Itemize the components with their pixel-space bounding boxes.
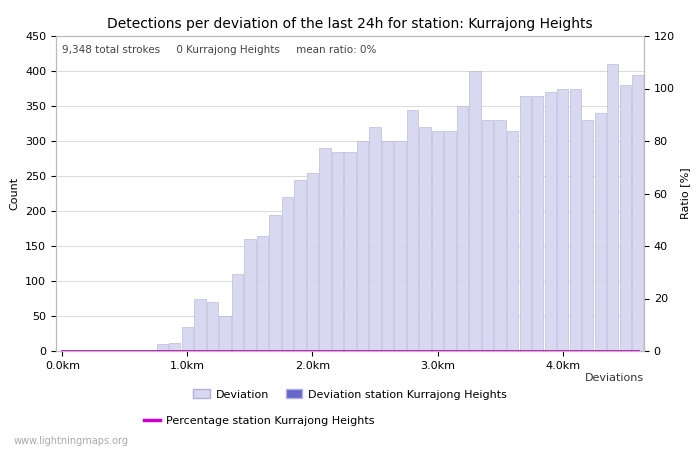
Percentage station Kurrajong Heights	[471, 348, 480, 354]
Percentage station Kurrajong Heights	[446, 348, 454, 354]
Percentage station Kurrajong Heights	[484, 348, 492, 354]
Percentage station Kurrajong Heights	[271, 348, 279, 354]
Bar	[494, 120, 506, 351]
Bar	[382, 141, 393, 351]
Percentage station Kurrajong Heights	[384, 348, 392, 354]
Percentage station Kurrajong Heights	[559, 348, 567, 354]
Bar	[444, 130, 456, 351]
Percentage station Kurrajong Heights	[296, 348, 304, 354]
Bar	[257, 235, 268, 351]
Percentage station Kurrajong Heights	[608, 348, 617, 354]
Legend: Deviation, Deviation station Kurrajong Heights: Deviation, Deviation station Kurrajong H…	[189, 385, 511, 404]
Bar	[332, 152, 343, 351]
Percentage station Kurrajong Heights	[533, 348, 542, 354]
Percentage station Kurrajong Heights	[108, 348, 116, 354]
Bar	[620, 85, 631, 351]
Percentage station Kurrajong Heights	[71, 348, 79, 354]
Percentage station Kurrajong Heights	[458, 348, 467, 354]
Bar	[607, 64, 618, 351]
Percentage station Kurrajong Heights	[371, 348, 379, 354]
Percentage station Kurrajong Heights	[621, 348, 629, 354]
Percentage station Kurrajong Heights	[596, 348, 604, 354]
Percentage station Kurrajong Heights	[171, 348, 179, 354]
Bar	[357, 141, 368, 351]
Bar	[582, 120, 594, 351]
Percentage station Kurrajong Heights	[233, 348, 242, 354]
Percentage station Kurrajong Heights	[508, 348, 517, 354]
Bar	[545, 92, 556, 351]
Bar	[182, 327, 193, 351]
Legend: Percentage station Kurrajong Heights: Percentage station Kurrajong Heights	[139, 412, 379, 431]
Percentage station Kurrajong Heights	[408, 348, 416, 354]
Percentage station Kurrajong Heights	[421, 348, 429, 354]
Bar	[532, 95, 543, 351]
Percentage station Kurrajong Heights	[395, 348, 404, 354]
Bar	[157, 344, 168, 351]
Percentage station Kurrajong Heights	[146, 348, 154, 354]
Bar	[344, 152, 356, 351]
Percentage station Kurrajong Heights	[120, 348, 129, 354]
Bar	[407, 109, 418, 351]
Percentage station Kurrajong Heights	[634, 348, 642, 354]
Percentage station Kurrajong Heights	[584, 348, 592, 354]
Percentage station Kurrajong Heights	[433, 348, 442, 354]
Bar	[570, 89, 581, 351]
Bar	[394, 141, 406, 351]
Percentage station Kurrajong Heights	[546, 348, 554, 354]
Text: Deviations: Deviations	[585, 373, 644, 383]
Bar	[507, 130, 518, 351]
Y-axis label: Count: Count	[10, 177, 20, 210]
Bar	[457, 106, 468, 351]
Bar	[282, 197, 293, 351]
Bar	[319, 148, 330, 351]
Percentage station Kurrajong Heights	[196, 348, 204, 354]
Percentage station Kurrajong Heights	[83, 348, 92, 354]
Title: Detections per deviation of the last 24h for station: Kurrajong Heights: Detections per deviation of the last 24h…	[107, 17, 593, 31]
Percentage station Kurrajong Heights	[133, 348, 141, 354]
Bar	[419, 127, 430, 351]
Percentage station Kurrajong Heights	[246, 348, 254, 354]
Bar	[232, 274, 243, 351]
Percentage station Kurrajong Heights	[158, 348, 167, 354]
Percentage station Kurrajong Heights	[321, 348, 329, 354]
Bar	[206, 302, 218, 351]
Bar	[594, 113, 606, 351]
Percentage station Kurrajong Heights	[96, 348, 104, 354]
Text: 9,348 total strokes     0 Kurrajong Heights     mean ratio: 0%: 9,348 total strokes 0 Kurrajong Heights …	[62, 45, 377, 55]
Percentage station Kurrajong Heights	[333, 348, 342, 354]
Bar	[169, 342, 181, 351]
Bar	[557, 89, 568, 351]
Bar	[194, 298, 206, 351]
Bar	[482, 120, 493, 351]
Text: www.lightningmaps.org: www.lightningmaps.org	[14, 436, 129, 446]
Y-axis label: Ratio [%]: Ratio [%]	[680, 168, 690, 219]
Percentage station Kurrajong Heights	[258, 348, 267, 354]
Bar	[432, 130, 443, 351]
Percentage station Kurrajong Heights	[284, 348, 292, 354]
Percentage station Kurrajong Heights	[183, 348, 192, 354]
Bar	[244, 239, 256, 351]
Percentage station Kurrajong Heights	[220, 348, 229, 354]
Bar	[294, 180, 306, 351]
Percentage station Kurrajong Heights	[346, 348, 354, 354]
Percentage station Kurrajong Heights	[521, 348, 529, 354]
Percentage station Kurrajong Heights	[208, 348, 216, 354]
Percentage station Kurrajong Heights	[308, 348, 316, 354]
Percentage station Kurrajong Heights	[571, 348, 580, 354]
Bar	[219, 316, 230, 351]
Percentage station Kurrajong Heights	[58, 348, 66, 354]
Bar	[370, 127, 381, 351]
Bar	[307, 172, 318, 351]
Percentage station Kurrajong Heights	[358, 348, 367, 354]
Bar	[470, 71, 481, 351]
Bar	[632, 75, 643, 351]
Percentage station Kurrajong Heights	[496, 348, 504, 354]
Bar	[519, 95, 531, 351]
Bar	[270, 215, 281, 351]
